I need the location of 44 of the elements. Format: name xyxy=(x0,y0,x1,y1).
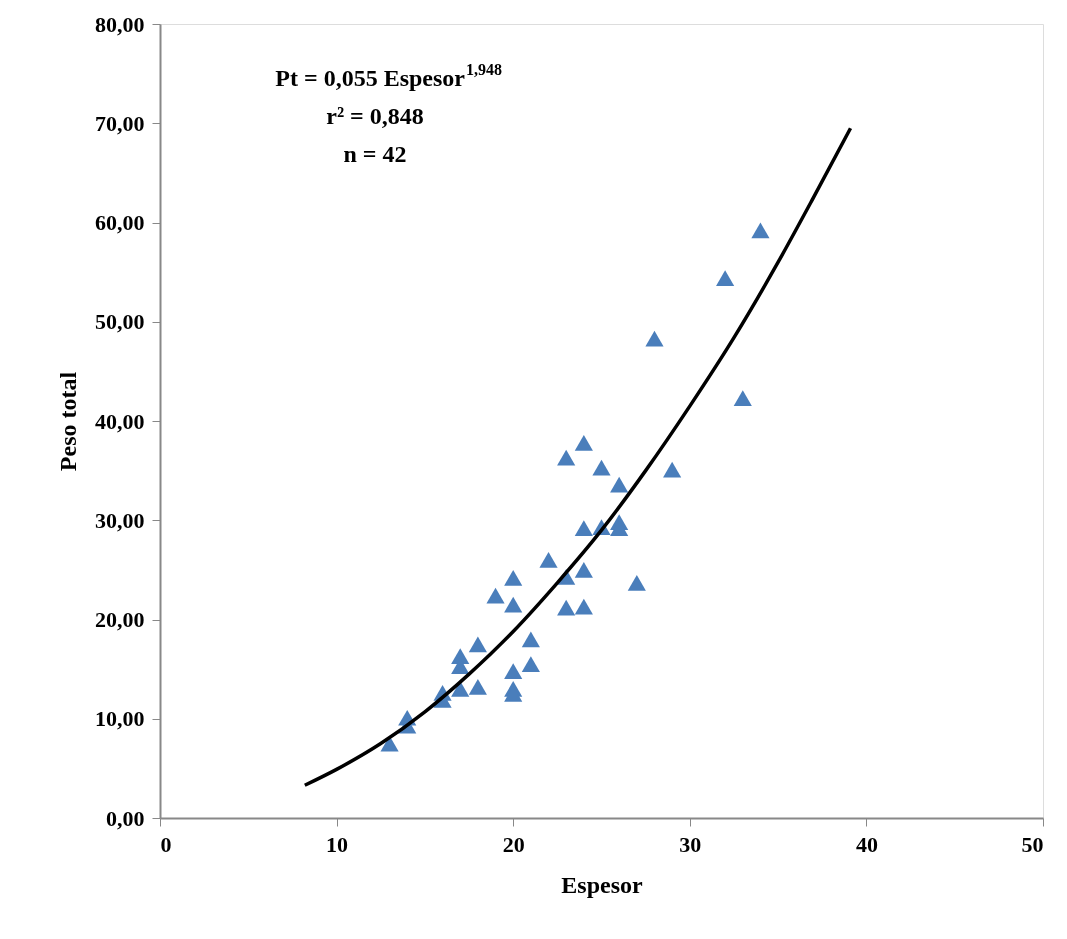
x-tick-label: 40 xyxy=(855,831,878,857)
point xyxy=(610,476,629,493)
point xyxy=(504,596,523,613)
point xyxy=(751,222,770,239)
annotation: n = 42 xyxy=(343,141,407,167)
x-tick-label: 20 xyxy=(502,831,525,857)
line-series xyxy=(303,126,853,787)
y-tick-label: 40,00 xyxy=(95,408,145,434)
point xyxy=(504,569,523,586)
x-tick-label: 10 xyxy=(326,831,349,857)
point xyxy=(733,390,752,407)
point xyxy=(592,459,611,476)
y-tick-label: 10,00 xyxy=(95,706,145,732)
point xyxy=(557,599,576,616)
point xyxy=(539,552,558,568)
point xyxy=(574,434,593,451)
x-axis-title: Espesor xyxy=(561,871,644,898)
y-tick-label: 60,00 xyxy=(95,210,145,235)
y-tick-label: 30,00 xyxy=(95,507,145,533)
y-tick-label: 50,00 xyxy=(95,309,145,335)
point xyxy=(716,270,735,286)
point xyxy=(574,520,593,537)
point xyxy=(645,330,664,347)
y-tick-label: 70,00 xyxy=(95,110,145,136)
point xyxy=(557,449,576,466)
x-tick-label: 50 xyxy=(1021,831,1044,857)
point xyxy=(504,663,523,679)
point xyxy=(627,574,646,591)
point xyxy=(468,636,487,653)
y-tick-label: 20,00 xyxy=(95,607,145,632)
point xyxy=(521,631,540,648)
point xyxy=(451,681,470,697)
point xyxy=(468,679,487,695)
y-tick-label: 80,00 xyxy=(95,11,145,37)
point xyxy=(663,461,682,478)
y-axis-title: Peso total xyxy=(55,371,81,472)
x-tick-label: 30 xyxy=(679,831,702,857)
x-tick-label: 0 xyxy=(160,831,172,857)
point xyxy=(574,598,593,615)
annotation: r² = 0,848 xyxy=(326,103,424,129)
point xyxy=(574,562,593,578)
y-tick-label: 0,00 xyxy=(106,805,145,831)
point xyxy=(521,656,540,673)
point xyxy=(486,587,505,604)
